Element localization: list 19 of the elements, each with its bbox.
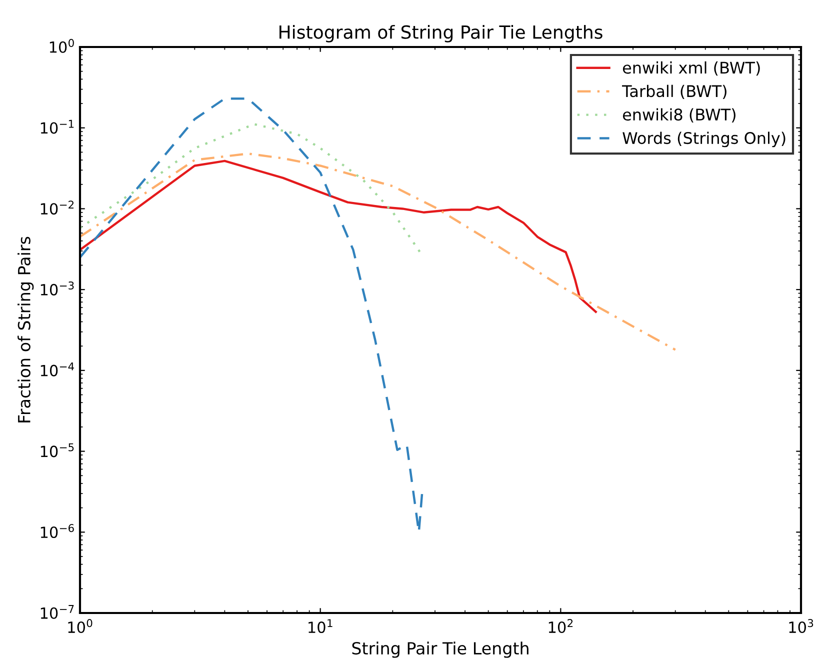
- y-tick-label: 10$^{−6}$: [40, 524, 74, 538]
- y-tick-label: 10$^{−1}$: [40, 120, 74, 134]
- legend-label: Words (Strings Only): [622, 132, 786, 148]
- x-tick-label: 10$^{3}$: [789, 619, 814, 634]
- x-tick-label: 10$^{0}$: [68, 619, 92, 634]
- y-tick-label: 10$^{0}$: [50, 38, 74, 53]
- x-axis-title: String Pair Tie Length: [352, 642, 528, 658]
- x-tick-label: 10$^{2}$: [548, 619, 573, 634]
- legend-label: enwiki8 (BWT): [622, 108, 736, 123]
- y-tick-label: 10$^{−2}$: [40, 200, 74, 215]
- y-tick-label: 10$^{−5}$: [40, 443, 74, 458]
- y-tick-label: 10$^{−7}$: [40, 605, 74, 619]
- y-tick-label: 10$^{−3}$: [40, 281, 74, 296]
- chart-title: Histogram of String Pair Tie Lengths: [280, 24, 602, 42]
- x-tick-label: 10$^{1}$: [308, 619, 332, 634]
- legend-label: enwiki xml (BWT): [622, 61, 760, 76]
- y-tick-label: 10$^{−4}$: [40, 362, 74, 376]
- y-axis-title: Fraction of String Pairs: [18, 236, 34, 422]
- legend-label: Tarball (BWT): [622, 84, 726, 100]
